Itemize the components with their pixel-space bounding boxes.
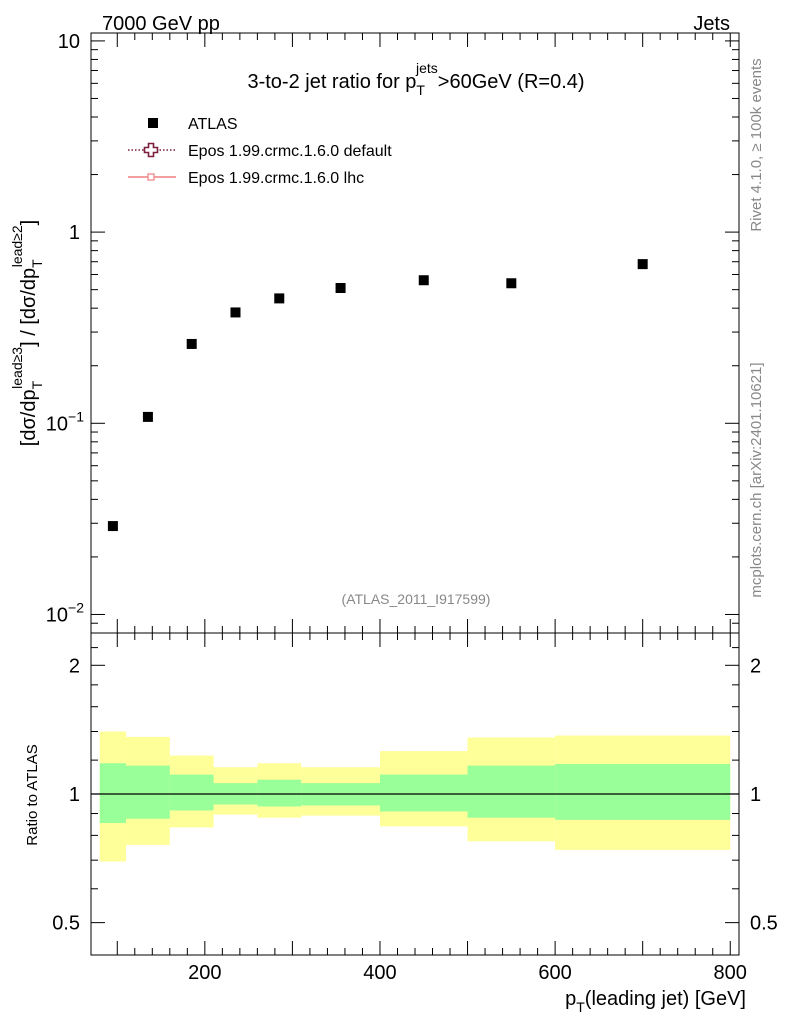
x-tick-label: 800 bbox=[714, 962, 747, 984]
atlas-data-point bbox=[230, 307, 241, 318]
atlas-data-point bbox=[335, 283, 346, 294]
atlas-data-point bbox=[637, 259, 648, 270]
ratio-band-green bbox=[379, 774, 468, 812]
xlabel-tail: (leading jet) [GeV] bbox=[585, 988, 746, 1010]
ratio-y-tick-label: 1 bbox=[69, 784, 80, 806]
main-y-label: [dσ/dpTlead≥3] / [dσ/dpTlead≥2] bbox=[9, 220, 45, 446]
plot-title: 3-to-2 jet ratio for pTjets>60GeV (R=0.4… bbox=[247, 60, 584, 98]
ratio-x-ticks: 200 400 600 800 bbox=[116, 633, 747, 984]
legend-label-atlas: ATLAS bbox=[188, 116, 238, 133]
atlas-data-point bbox=[418, 275, 429, 286]
ylabel-a-sub: T bbox=[29, 380, 45, 389]
title-sub: T bbox=[416, 82, 425, 98]
main-y-tick-label: 10−2 bbox=[46, 599, 84, 626]
ratio-bands bbox=[99, 731, 731, 862]
data-points bbox=[107, 259, 648, 532]
main-y-tick-label: 1 bbox=[69, 222, 80, 244]
ratio-band-green bbox=[257, 779, 302, 807]
main-x-ticks bbox=[116, 33, 731, 633]
main-y-ticks: 10 1 10−1 10−2 bbox=[46, 31, 739, 634]
ylabel-end: ] bbox=[18, 220, 40, 226]
x-tick-label: 200 bbox=[188, 962, 221, 984]
legend-marker-lhc bbox=[147, 173, 155, 181]
legend-label-default: Epos 1.99.crmc.1.6.0 default bbox=[188, 143, 392, 160]
atlas-data-point bbox=[186, 338, 197, 349]
ylabel-b-sup: lead≥2 bbox=[9, 225, 25, 267]
ratio-y-ticks: 0.5 0.5 1 1 2 2 bbox=[52, 647, 778, 935]
ratio-panel: 0.5 0.5 1 1 2 2 200 400 600 800 Ratio to ATLAS p… bbox=[24, 632, 778, 1015]
header-right: Jets bbox=[693, 13, 730, 35]
ratio-y-tick-label-right: 2 bbox=[750, 655, 761, 677]
legend-label-lhc: Epos 1.99.crmc.1.6.0 lhc bbox=[188, 170, 364, 187]
ylabel-b-sub: T bbox=[29, 259, 45, 268]
ratio-y-tick-label: 0.5 bbox=[52, 913, 80, 935]
ratio-band-green bbox=[555, 764, 731, 820]
x-tick-label: 400 bbox=[363, 962, 396, 984]
title-sup: jets bbox=[415, 60, 438, 76]
xlabel-sub: T bbox=[576, 999, 585, 1015]
ratio-band-green bbox=[126, 765, 170, 819]
ylabel-a-sup: lead≥3 bbox=[9, 347, 25, 389]
ratio-band-green bbox=[99, 763, 127, 824]
x-tick-label: 600 bbox=[538, 962, 571, 984]
ylabel-mid: ] / [dσ/dp bbox=[18, 268, 40, 347]
main-y-tick-label: 10−1 bbox=[46, 408, 84, 435]
x-axis-label: pT(leading jet) [GeV] bbox=[565, 988, 746, 1015]
ratio-band-green bbox=[169, 774, 214, 811]
mcplots-source-label: mcplots.cern.ch [arXiv:2401.10621] bbox=[748, 362, 765, 597]
main-y-tick-label: 10 bbox=[58, 31, 80, 53]
ratio-frame bbox=[90, 632, 740, 956]
ratio-y-label: Ratio to ATLAS bbox=[24, 744, 41, 845]
atlas-data-point bbox=[107, 521, 118, 532]
ylabel-a: [dσ/dp bbox=[18, 389, 40, 446]
ratio-y-tick-label-right: 0.5 bbox=[750, 913, 778, 935]
ratio-band-green bbox=[467, 765, 556, 818]
title-main: 3-to-2 jet ratio for p bbox=[247, 71, 416, 93]
xlabel-main: p bbox=[565, 988, 576, 1010]
atlas-data-point bbox=[274, 293, 285, 304]
atlas-data-point bbox=[142, 411, 153, 422]
title-tail: >60GeV (R=0.4) bbox=[438, 71, 585, 93]
ratio-y-tick-label: 2 bbox=[69, 655, 80, 677]
analysis-watermark: (ATLAS_2011_I917599) bbox=[342, 591, 491, 607]
atlas-data-point bbox=[506, 278, 517, 289]
legend: ATLAS Epos 1.99.crmc.1.6.0 default Epos … bbox=[128, 116, 392, 187]
ratio-y-tick-label-right: 1 bbox=[750, 784, 761, 806]
legend-marker-default bbox=[143, 142, 159, 158]
legend-marker-atlas bbox=[148, 118, 158, 128]
header-left: 7000 GeV pp bbox=[102, 13, 220, 35]
rivet-version-label: Rivet 4.1.0, ≥ 100k events bbox=[748, 58, 765, 231]
